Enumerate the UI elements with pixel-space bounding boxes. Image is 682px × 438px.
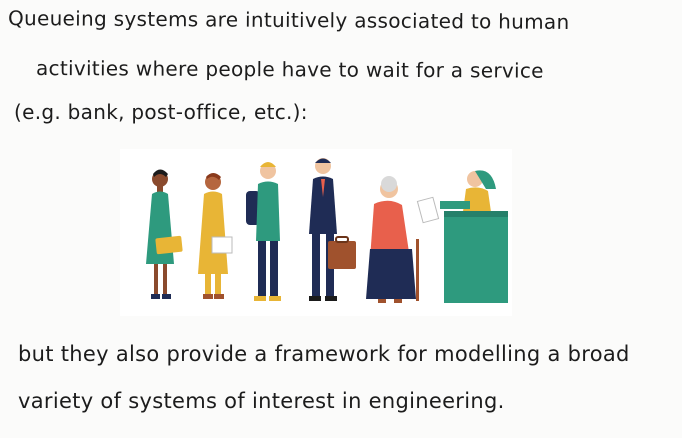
person-5-icon xyxy=(366,176,440,303)
service-counter-icon xyxy=(440,170,508,303)
intro-line-3: (e.g. bank, post-office, etc.): xyxy=(14,100,308,124)
person-4-icon xyxy=(309,158,356,301)
intro-line-2: activities where people have to wait for… xyxy=(35,56,544,83)
queue-illustration xyxy=(120,149,512,316)
intro-line-1: Queueing systems are intuitively associa… xyxy=(7,6,570,34)
queue-illustration-art xyxy=(146,158,508,303)
person-3-icon xyxy=(246,162,281,301)
outro-line-2: variety of systems of interest in engine… xyxy=(18,389,505,413)
person-2-icon xyxy=(198,173,233,299)
outro-line-1: but they also provide a framework for mo… xyxy=(18,342,630,366)
person-1-icon xyxy=(146,169,183,299)
